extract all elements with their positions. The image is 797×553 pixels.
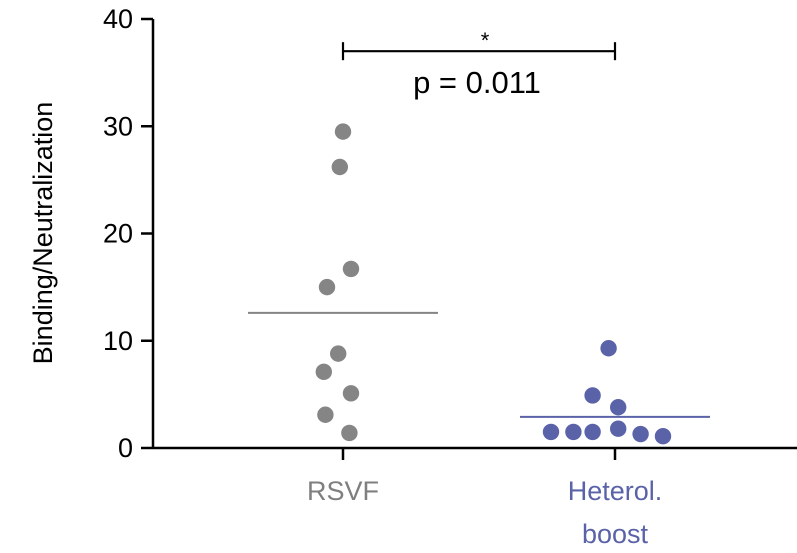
y-tick-label-20: 20 <box>103 219 133 249</box>
y-axis-title: Binding/Neutralization <box>28 102 58 365</box>
x-tick-label-1-0: Heterol. <box>568 476 663 506</box>
y-tick-label-30: 30 <box>103 111 133 141</box>
data-point-1-7 <box>632 425 649 443</box>
data-point-1-0 <box>600 340 617 357</box>
data-point-1-3 <box>542 423 560 441</box>
data-point-1-8 <box>654 428 672 445</box>
sig-p-value: p = 0.011 <box>413 65 541 100</box>
data-point-0-1 <box>331 158 348 176</box>
data-point-1-1 <box>584 387 601 404</box>
data-point-0-5 <box>315 363 332 381</box>
data-point-0-0 <box>334 123 352 140</box>
data-point-1-4 <box>565 423 582 441</box>
x-axis: RSVF Heterol. boost <box>153 446 797 549</box>
data-point-0-8 <box>341 424 358 442</box>
x-tick-label-1-1: boost <box>582 519 649 549</box>
y-tick-label-0: 0 <box>118 433 133 463</box>
data-point-0-2 <box>342 260 360 278</box>
y-axis: 0 10 20 30 40 <box>103 4 155 463</box>
mean-lines <box>248 311 710 418</box>
data-point-1-6 <box>610 420 627 437</box>
data-point-0-6 <box>342 385 360 402</box>
data-point-1-5 <box>584 423 601 441</box>
x-tick-label-0-0: RSVF <box>307 476 379 506</box>
y-tick-label-40: 40 <box>103 4 133 34</box>
data-point-0-7 <box>317 406 334 423</box>
sig-star: * <box>481 28 490 53</box>
data-points <box>315 123 672 445</box>
data-point-0-4 <box>330 345 347 362</box>
data-point-0-3 <box>318 278 336 296</box>
significance-annotation: * p = 0.011 <box>341 28 617 100</box>
y-tick-label-10: 10 <box>103 326 133 356</box>
data-point-1-2 <box>610 399 627 416</box>
